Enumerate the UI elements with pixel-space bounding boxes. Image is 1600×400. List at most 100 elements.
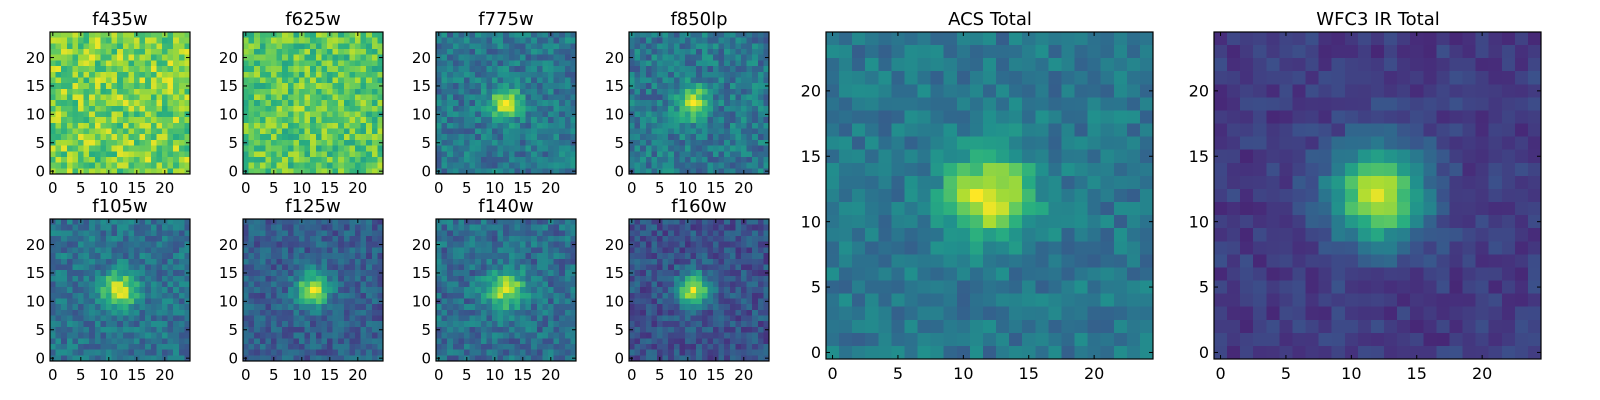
heatmap-cell (447, 309, 454, 317)
heatmap-cell (441, 54, 448, 61)
heatmap-cell (377, 349, 384, 356)
heatmap-cell (657, 162, 664, 169)
heatmap-cell (657, 292, 664, 300)
heatmap-cell (480, 156, 487, 164)
heatmap-cell (134, 111, 141, 118)
heatmap-cell (514, 151, 521, 158)
heatmap-cell (492, 349, 499, 356)
heatmap-cell (162, 338, 169, 345)
heatmap-cell (355, 258, 362, 266)
heatmap-cell (122, 287, 129, 294)
heatmap-cell (662, 88, 669, 96)
heatmap-cell (287, 168, 294, 175)
heatmap-cell (746, 49, 753, 56)
heatmap-cell (276, 151, 283, 158)
heatmap-cell (78, 54, 85, 61)
heatmap-cell (464, 236, 471, 243)
heatmap-cell (265, 94, 272, 101)
heatmap-cell (651, 162, 658, 169)
heatmap-cell (492, 77, 499, 84)
heatmap-cell (718, 77, 725, 84)
heatmap-cell (696, 111, 703, 118)
heatmap-cell (668, 37, 675, 44)
heatmap-cell (752, 43, 759, 50)
heatmap-cell (299, 117, 306, 124)
heatmap-cell (696, 230, 703, 237)
heatmap-cell (259, 162, 266, 169)
heatmap-cell (475, 338, 482, 345)
heatmap-cell (299, 349, 306, 356)
heatmap-cell (145, 94, 152, 101)
heatmap-cell (343, 111, 350, 118)
heatmap-cell (657, 122, 664, 130)
heatmap-cell (173, 309, 180, 317)
heatmap-cell (713, 151, 720, 158)
heatmap-cell (178, 32, 185, 39)
heatmap-cell (536, 326, 543, 334)
heatmap-cell (436, 117, 443, 124)
heatmap-cell (366, 338, 373, 345)
heatmap-cell (265, 236, 272, 243)
heatmap-cell (377, 105, 384, 113)
heatmap-cell (173, 139, 180, 147)
heatmap-cell (679, 264, 686, 271)
heatmap-cell (570, 275, 577, 283)
heatmap-cell (469, 343, 476, 351)
heatmap-cell (117, 241, 124, 248)
heatmap-cell (282, 105, 289, 113)
heatmap-cell (377, 253, 384, 260)
heatmap-cell (548, 111, 555, 118)
heatmap-cell (145, 338, 152, 345)
heatmap-cell (61, 128, 68, 135)
heatmap-cell (757, 134, 764, 141)
heatmap-cell (531, 219, 538, 226)
heatmap-cell (162, 298, 169, 305)
heatmap-cell (564, 83, 571, 90)
heatmap-cell (757, 264, 764, 271)
heatmap-cell (299, 309, 306, 317)
heatmap-cell (134, 304, 141, 311)
heatmap-cell (94, 281, 101, 288)
heatmap-cell (50, 230, 57, 237)
heatmap-cell (366, 258, 373, 266)
heatmap-cell (497, 264, 504, 271)
heatmap-cell (668, 264, 675, 271)
heatmap-cell (559, 100, 566, 107)
heatmap-cell (640, 60, 647, 67)
heatmap-cell (746, 264, 753, 271)
heatmap-cell (475, 145, 482, 152)
heatmap-cell (634, 77, 641, 84)
heatmap-cell (94, 128, 101, 135)
heatmap-cell (503, 122, 510, 130)
heatmap-cell (106, 343, 113, 351)
heatmap-cell (475, 117, 482, 124)
heatmap-cell (701, 88, 708, 96)
heatmap-cell (315, 292, 322, 300)
heatmap-cell (553, 309, 560, 317)
heatmap-cell (72, 326, 79, 334)
heatmap-cell (293, 105, 300, 113)
heatmap-cell (492, 321, 499, 328)
heatmap-cell (757, 88, 764, 96)
heatmap-cell (72, 219, 79, 226)
heatmap-cell (651, 105, 658, 113)
heatmap-cell (514, 321, 521, 328)
heatmap-cell (360, 258, 367, 266)
heatmap-cell (718, 168, 725, 175)
heatmap-cell (564, 236, 571, 243)
heatmap-cell (259, 355, 266, 362)
heatmap-cell (525, 349, 532, 356)
heatmap-cell (366, 332, 373, 339)
heatmap-cell (139, 94, 146, 101)
heatmap-cell (377, 281, 384, 288)
heatmap-cell (514, 100, 521, 107)
heatmap-cell (78, 321, 85, 328)
heatmap-cell (343, 298, 350, 305)
heatmap-cell (259, 264, 266, 271)
heatmap-cell (83, 139, 90, 147)
heatmap-cell (327, 287, 334, 294)
heatmap-cell (83, 349, 90, 356)
heatmap-cell (139, 349, 146, 356)
heatmap-cell (673, 281, 680, 288)
